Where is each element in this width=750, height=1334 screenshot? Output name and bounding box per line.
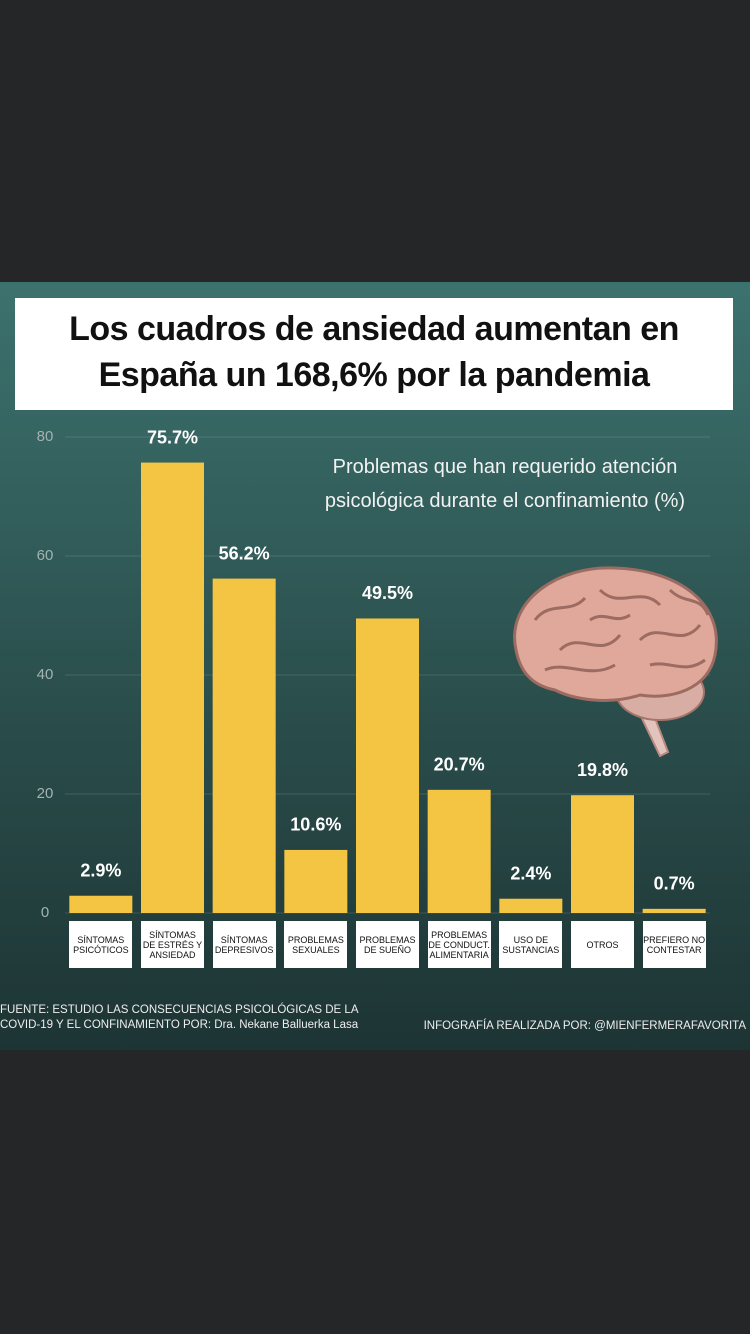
bar	[141, 462, 204, 913]
x-tick-label: SÍNTOMAS DEPRESIVOS	[212, 921, 276, 968]
value-label: 49.5%	[362, 583, 413, 603]
bar	[212, 578, 276, 913]
bar	[284, 849, 348, 913]
source-note: FUENTE: ESTUDIO LAS CONSECUENCIAS PSICOL…	[0, 1004, 359, 1031]
x-tick-label: PROBLEMAS DE SUEÑO	[356, 921, 419, 968]
value-label: 0.7%	[654, 874, 695, 894]
bar	[571, 795, 634, 913]
value-label: 56.2%	[219, 543, 270, 563]
chart-subtitle: Problemas que han requerido atención psi…	[324, 456, 686, 512]
value-label: 2.9%	[80, 860, 121, 880]
credit-note: INFOGRAFÍA REALIZADA POR: @MIENFERMERAFA…	[423, 1020, 746, 1032]
title-box	[15, 298, 733, 410]
x-tick-label: SÍNTOMAS DE ESTRÉS Y ANSIEDAD	[141, 921, 204, 968]
value-label: 10.6%	[290, 815, 341, 835]
bar	[69, 895, 133, 913]
bar	[356, 618, 419, 913]
value-label: 19.8%	[577, 760, 628, 780]
y-tick-label: 20	[37, 785, 54, 802]
x-tick-label: PROBLEMAS SEXUALES	[284, 921, 348, 968]
x-tick-label: USO DE SUSTANCIAS	[499, 921, 563, 968]
chart-title: Los cuadros de ansiedad aumentan en Espa…	[69, 310, 679, 394]
x-tick-label: OTROS	[571, 921, 634, 968]
value-label: 2.4%	[510, 863, 551, 883]
y-tick-label: 0	[41, 904, 49, 921]
brain-illustration	[513, 566, 718, 758]
value-label: 20.7%	[434, 755, 485, 775]
value-label: 75.7%	[147, 427, 198, 447]
x-tick-label: PREFIERO NO CONTESTAR	[642, 921, 706, 968]
y-tick-label: 40	[37, 666, 54, 683]
x-tick-label: PROBLEMAS DE CONDUCT. ALIMENTARIA	[427, 921, 491, 968]
y-tick-label: 60	[37, 547, 54, 564]
bar	[642, 908, 706, 913]
bar	[427, 789, 491, 913]
bar	[499, 898, 563, 913]
y-tick-label: 80	[37, 428, 54, 445]
x-tick-label: SÍNTOMAS PSICÓTICOS	[69, 921, 133, 968]
